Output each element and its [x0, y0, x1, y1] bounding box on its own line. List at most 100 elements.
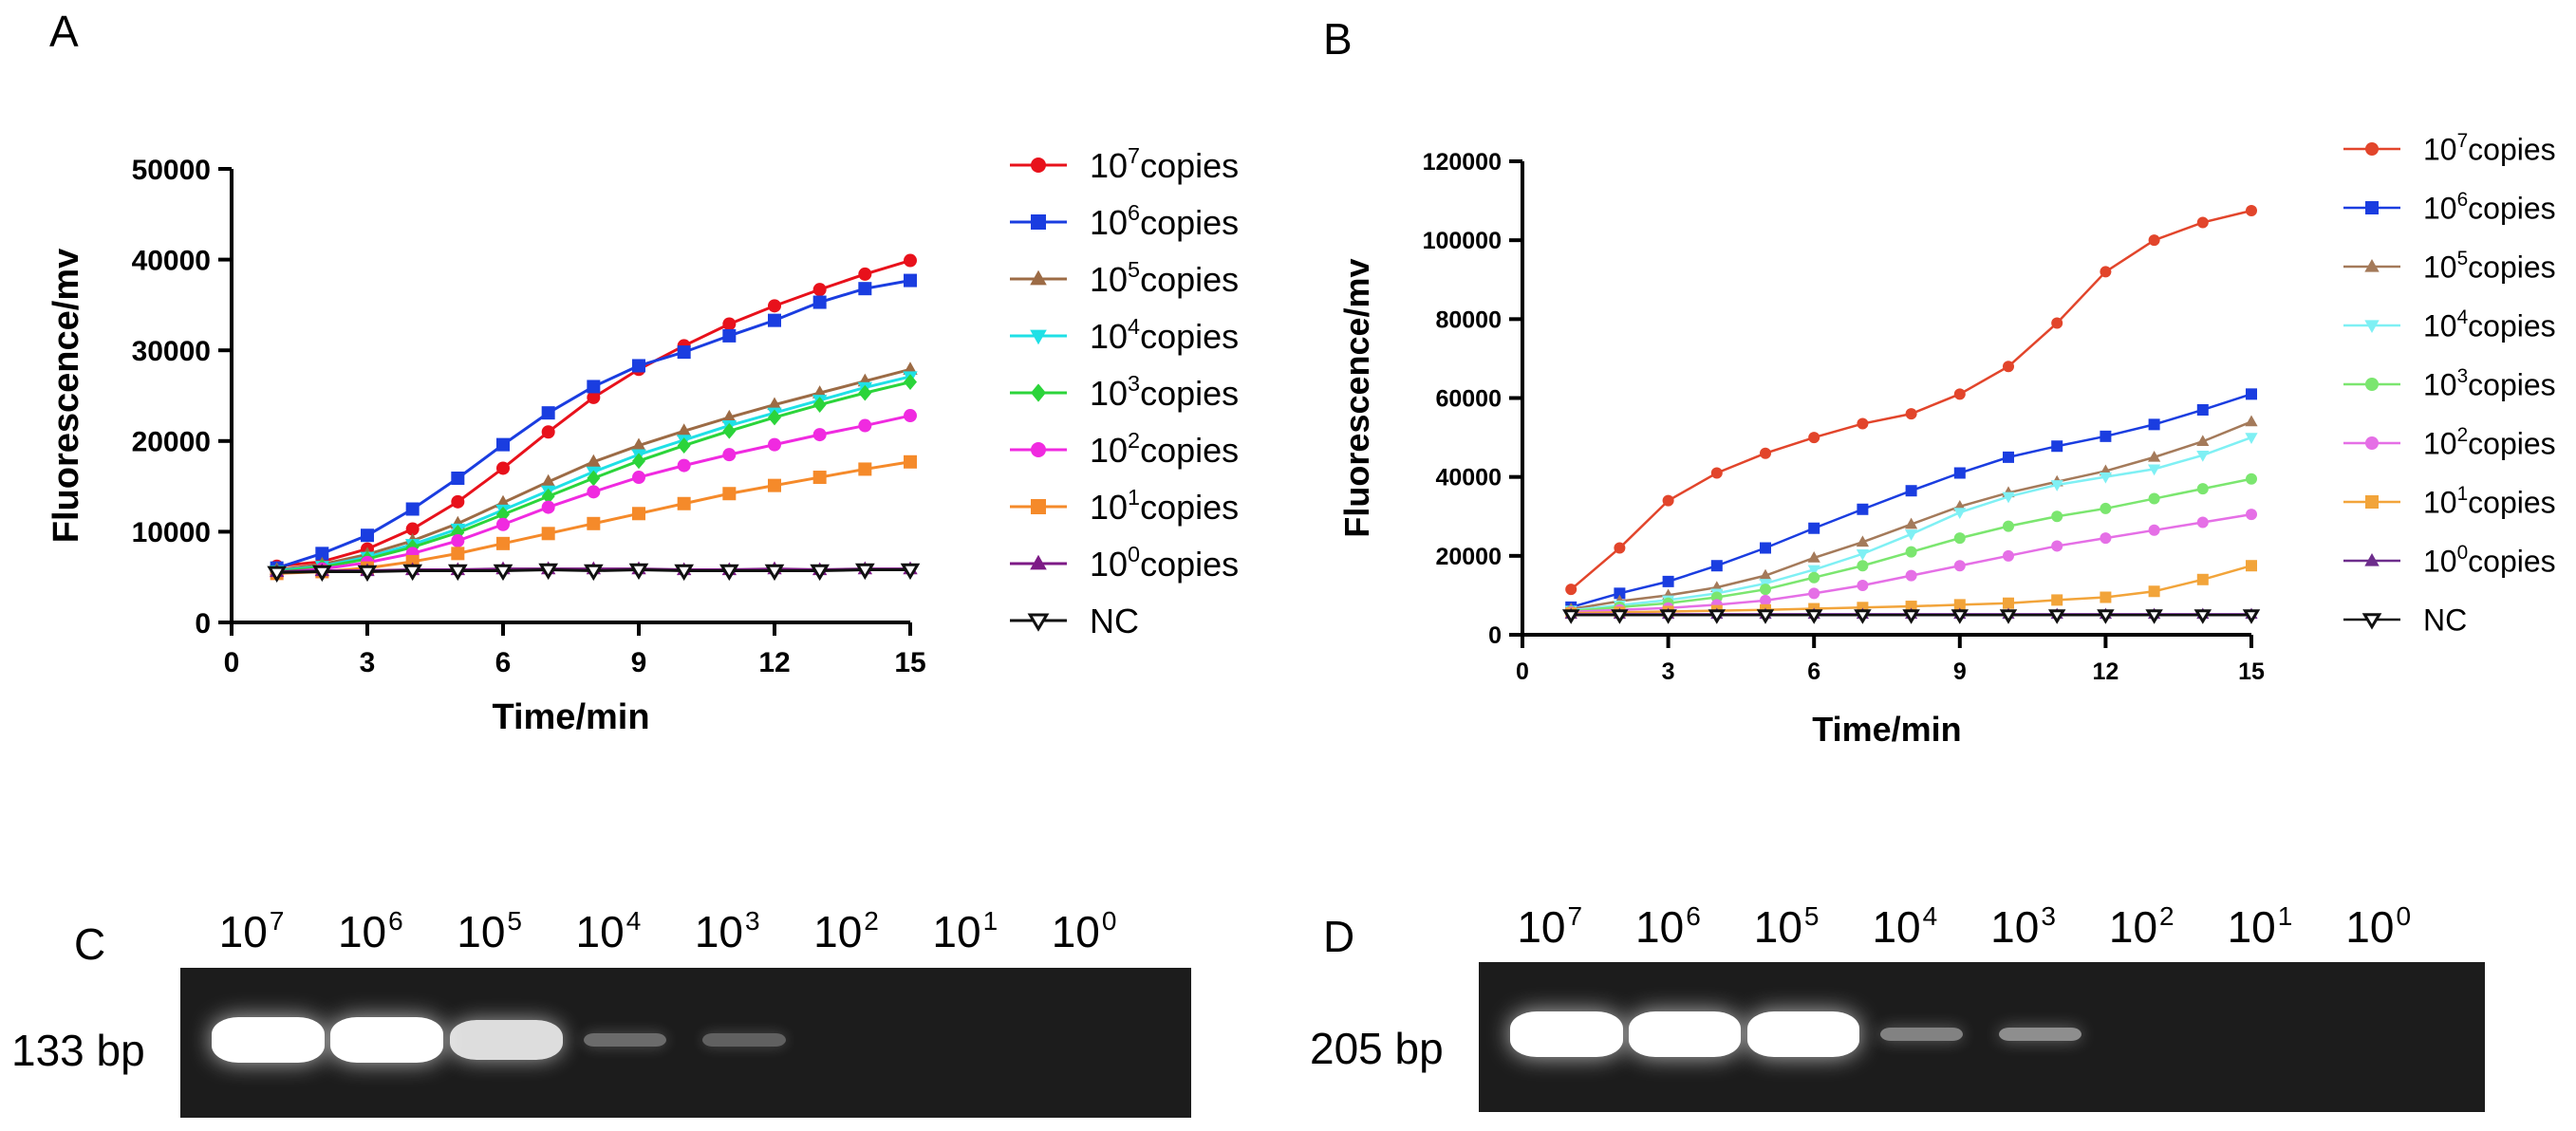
data-point: [904, 409, 917, 423]
data-point: [587, 470, 601, 487]
lane-label: 104: [575, 906, 642, 956]
data-point: [768, 313, 781, 327]
data-point: [451, 547, 465, 561]
data-point: [812, 428, 827, 442]
data-point: [2100, 502, 2112, 514]
data-point: [2003, 361, 2014, 373]
data-point: [2100, 430, 2112, 442]
data-point: [2246, 473, 2257, 485]
y-tick-label: 50000: [132, 155, 211, 186]
data-point: [1659, 609, 1677, 624]
data-point: [1614, 587, 1626, 600]
data-point: [541, 425, 555, 439]
data-point: [1760, 542, 1771, 554]
legend-marker: [2365, 436, 2379, 450]
gel-band: [1510, 1011, 1623, 1057]
data-point: [2246, 509, 2257, 521]
y-tick-label: 20000: [1435, 544, 1502, 570]
gel-band: [1879, 1028, 1964, 1041]
legend-label: 102copies: [1090, 428, 1239, 470]
legend-marker: [1030, 329, 1047, 345]
x-tick-label: 15: [894, 647, 925, 678]
data-point: [721, 409, 737, 423]
legend-label: 103copies: [1090, 371, 1239, 413]
data-point: [677, 496, 691, 510]
data-point: [1905, 601, 1917, 613]
legend-marker: [1031, 499, 1046, 514]
y-tick-label: 20000: [132, 427, 211, 458]
y-tick-label: 0: [195, 608, 211, 640]
data-point: [722, 448, 737, 462]
legend-marker: [2365, 495, 2379, 509]
data-point: [904, 454, 917, 469]
data-point: [405, 522, 420, 536]
chart-b: 0 20000 40000 60000 80000 100000 120000 0 3 6 9 12 1…: [1337, 130, 2556, 749]
data-point: [1857, 417, 1869, 430]
x-axis-title: Time/min: [492, 697, 649, 737]
data-point: [2193, 609, 2212, 624]
data-point: [904, 374, 917, 391]
legend-marker: [2365, 378, 2379, 391]
data-point: [1953, 508, 1967, 519]
legend-entry: NC: [1010, 602, 1139, 640]
y-tick-label: 80000: [1435, 306, 1502, 333]
legend-label: 107copies: [2423, 130, 2556, 166]
gel-band: [701, 1033, 786, 1047]
chart-a: 0 10000 20000 30000 40000 50000 0 3 6 9 12 15 Time/m…: [47, 143, 1239, 737]
data-point: [2003, 520, 2014, 532]
data-point: [311, 565, 332, 583]
legend-label: 106copies: [1090, 200, 1239, 242]
legend-marker: [1031, 383, 1046, 402]
legend-entry: 105copies: [2343, 248, 2556, 285]
legend-marker: [1030, 269, 1047, 286]
x-tick-label: 3: [360, 647, 376, 678]
data-point: [1807, 565, 1820, 577]
series-nc: [267, 563, 921, 584]
data-point: [496, 461, 510, 475]
legend-entry: 100copies: [1010, 542, 1239, 584]
x-tick-label: 6: [495, 647, 512, 678]
data-point: [2145, 609, 2163, 624]
data-point: [1760, 447, 1771, 459]
legend-marker: [2365, 142, 2379, 156]
data-point: [1953, 467, 1966, 479]
legend-marker: [1031, 158, 1046, 173]
x-tick-label: 15: [2238, 658, 2265, 685]
data-point: [2196, 216, 2209, 229]
data-point: [2246, 388, 2257, 400]
x-tick-label: 0: [1516, 658, 1529, 685]
data-point: [1808, 432, 1820, 444]
lane-label: 104: [1872, 901, 1938, 952]
data-point: [1614, 542, 1626, 554]
data-point: [2148, 234, 2160, 247]
data-point: [1759, 568, 1772, 581]
legend-marker: [2364, 320, 2380, 334]
legend-label: 107copies: [1090, 143, 1239, 185]
legend-label: 105copies: [2423, 248, 2556, 284]
lane-label: 105: [457, 906, 522, 956]
panel-letter-c: C: [74, 919, 106, 969]
data-point: [540, 473, 556, 488]
legend-entry: 107copies: [1010, 143, 1239, 185]
data-point: [677, 345, 691, 360]
legend-label: 100copies: [2423, 542, 2556, 578]
data-point: [2051, 317, 2063, 329]
data-point: [315, 547, 329, 561]
data-point: [2003, 597, 2014, 609]
lane-label: 103: [694, 906, 760, 956]
data-point: [768, 299, 781, 313]
series-copies-10e6: [1565, 388, 2257, 613]
series-copies-10e6: [270, 273, 917, 575]
data-point: [1902, 609, 1920, 624]
legend-label: 103copies: [2423, 365, 2556, 401]
gel-c: [180, 968, 1191, 1118]
data-point: [632, 453, 645, 470]
x-tick-label: 6: [1807, 658, 1820, 685]
legend-label: 100copies: [1090, 542, 1239, 584]
data-point: [447, 564, 468, 582]
data-point: [1804, 609, 1823, 624]
data-point: [1905, 408, 1917, 420]
legend-label: 102copies: [2423, 424, 2556, 460]
data-point: [1808, 522, 1820, 534]
gel-band: [1628, 1011, 1742, 1057]
